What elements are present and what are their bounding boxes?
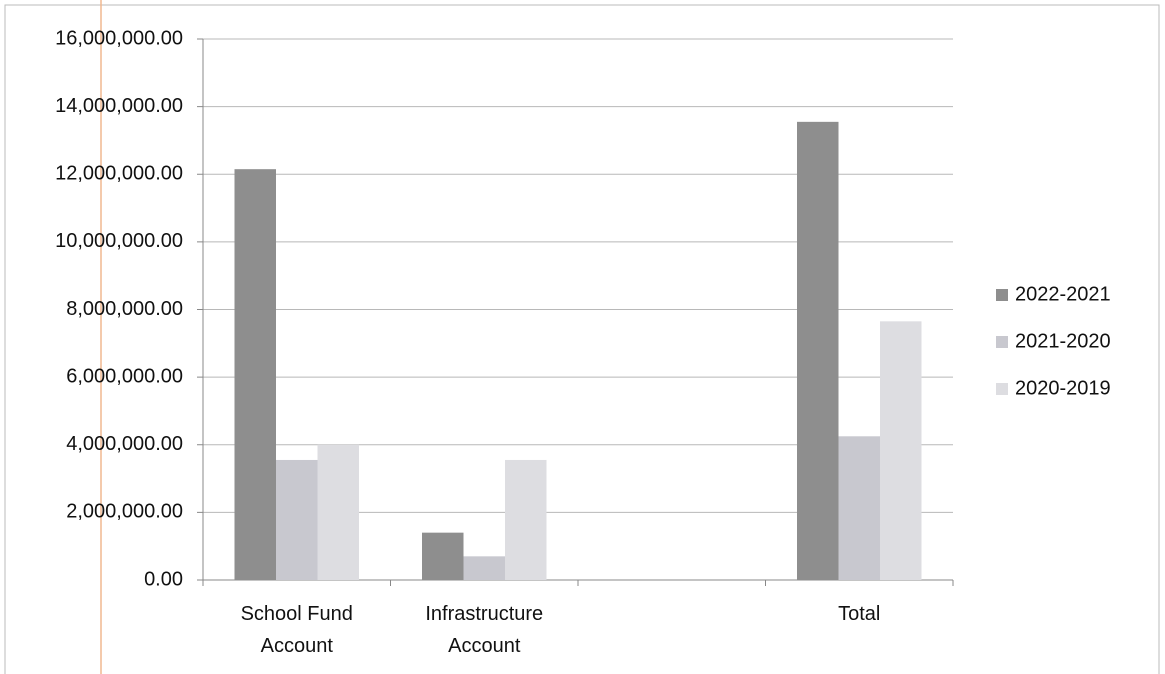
- x-tick-label: School Fund Account: [240, 603, 353, 657]
- x-tick-label: Total: [838, 603, 881, 625]
- legend-label: 2021-2020: [1015, 330, 1111, 352]
- legend-swatch: [996, 383, 1008, 395]
- bar: [317, 444, 359, 580]
- bar: [797, 121, 839, 580]
- bar: [234, 169, 276, 580]
- legend-swatch: [996, 336, 1008, 348]
- x-tick-label: Infrastructure Account: [425, 603, 544, 657]
- bar: [880, 321, 922, 580]
- y-tick-label: 12,000,000.00: [55, 163, 183, 185]
- legend-swatch: [996, 289, 1008, 301]
- y-tick-label: 16,000,000.00: [55, 27, 183, 49]
- legend-label: 2022-2021: [1015, 283, 1111, 305]
- y-tick-label: 10,000,000.00: [55, 230, 183, 252]
- y-tick-label: 8,000,000.00: [66, 298, 183, 320]
- y-tick-label: 0.00: [144, 568, 183, 590]
- y-tick-label: 4,000,000.00: [66, 433, 183, 455]
- bar: [463, 556, 505, 580]
- y-tick-label: 2,000,000.00: [66, 501, 183, 523]
- y-tick-label: 6,000,000.00: [66, 365, 183, 387]
- bar: [276, 459, 318, 580]
- chart-border: [4, 4, 1160, 674]
- bar: [505, 459, 547, 580]
- y-tick-label: 14,000,000.00: [55, 95, 183, 117]
- bar: [422, 532, 464, 580]
- bar: [838, 436, 880, 580]
- legend-label: 2020-2019: [1015, 377, 1111, 399]
